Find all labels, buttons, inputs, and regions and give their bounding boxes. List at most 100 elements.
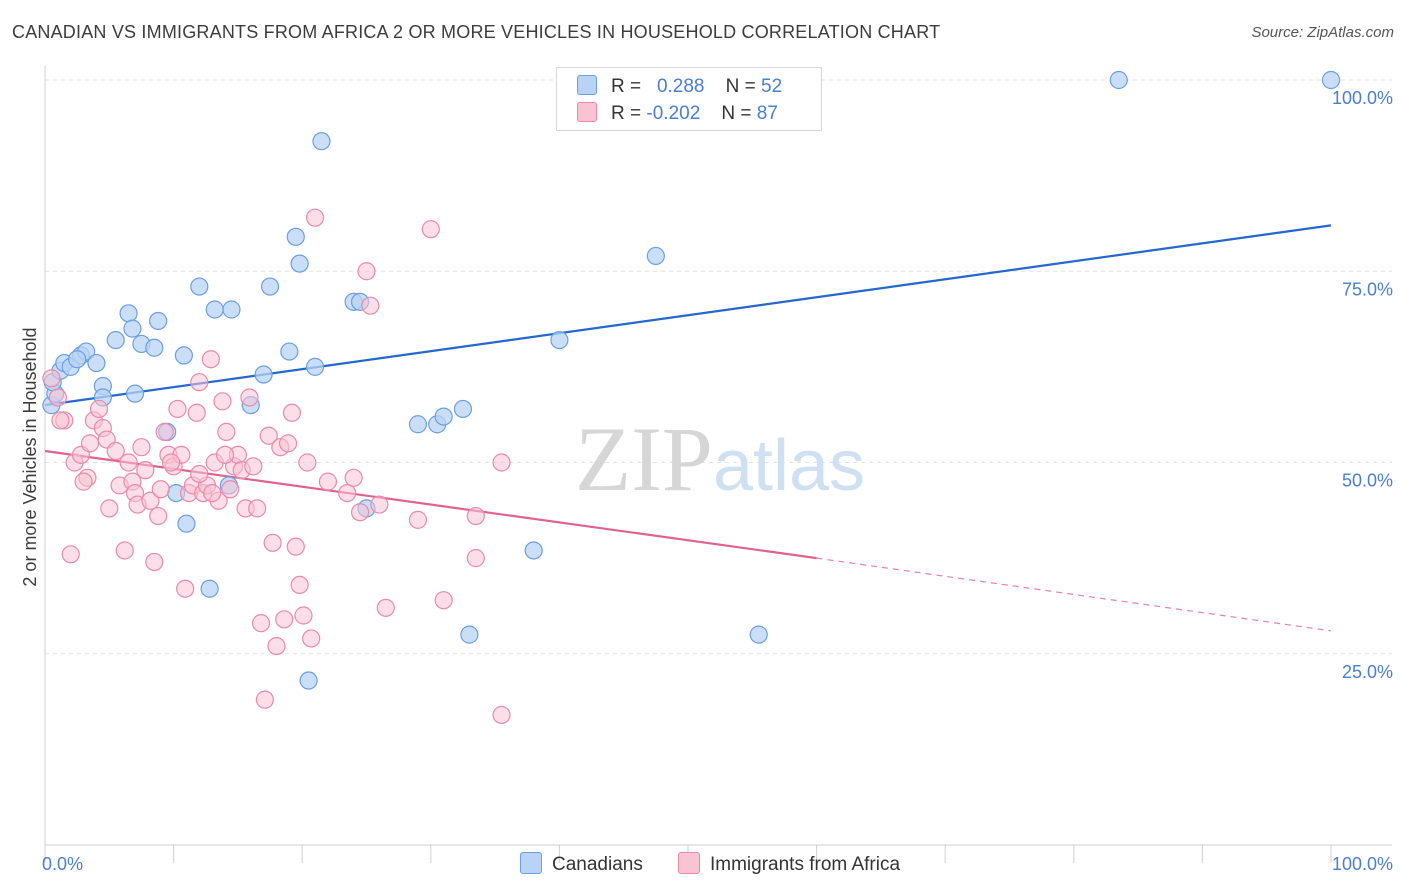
data-point-immigrants	[100, 499, 119, 518]
data-point-immigrants	[275, 610, 294, 629]
data-point-immigrants	[350, 503, 370, 522]
data-point-immigrants	[187, 403, 206, 422]
data-point-immigrants	[492, 705, 511, 725]
data-point-canadians	[453, 399, 473, 419]
legend-n-label: N =	[725, 76, 756, 97]
bottom-legend-label-immigrants: Immigrants from Africa	[710, 854, 901, 875]
y-tick-label: 100.0%	[1332, 88, 1393, 108]
data-point-canadians	[312, 132, 331, 151]
data-point-canadians	[119, 304, 138, 323]
data-point-immigrants	[201, 350, 220, 369]
data-point-immigrants	[51, 411, 70, 430]
data-point-immigrants	[155, 422, 174, 441]
trend-line-immigrants-extrapolated	[816, 557, 1332, 632]
data-point-immigrants	[248, 499, 267, 518]
watermark-atlas: atlas	[713, 426, 865, 506]
data-point-immigrants	[141, 491, 160, 510]
data-point-immigrants	[318, 472, 338, 491]
legend-row-canadians: R = 0.288 N = 52	[577, 75, 782, 99]
legend-swatch-canadians	[577, 75, 597, 95]
data-point-immigrants	[282, 403, 302, 422]
data-point-canadians	[290, 254, 309, 273]
data-point-immigrants	[466, 549, 485, 568]
data-point-canadians	[177, 514, 196, 533]
data-point-canadians	[1321, 70, 1341, 90]
data-point-immigrants	[338, 484, 357, 503]
data-point-canadians	[190, 277, 209, 296]
series-canadians	[42, 70, 1341, 690]
data-point-immigrants	[221, 480, 240, 499]
data-point-immigrants	[215, 445, 235, 464]
data-point-canadians	[524, 541, 543, 560]
data-point-canadians	[149, 311, 168, 331]
data-point-immigrants	[434, 591, 453, 610]
data-point-canadians	[299, 671, 318, 690]
data-point-immigrants	[161, 453, 181, 472]
data-point-immigrants	[251, 614, 271, 633]
data-point-immigrants	[61, 545, 80, 564]
data-point-canadians	[1109, 70, 1128, 90]
data-point-immigrants	[151, 480, 170, 499]
data-point-immigrants	[298, 453, 317, 472]
data-point-immigrants	[149, 506, 168, 526]
bottom-legend: Canadians Immigrants from Africa	[0, 852, 1406, 878]
data-point-immigrants	[240, 388, 259, 407]
data-point-immigrants	[136, 461, 155, 480]
data-point-canadians	[646, 246, 665, 266]
data-point-immigrants	[132, 438, 151, 457]
data-point-immigrants	[217, 422, 236, 441]
legend-r-value: 0.288	[656, 76, 705, 97]
bottom-legend-swatch-immigrants	[678, 852, 700, 874]
data-point-immigrants	[421, 220, 440, 239]
data-point-canadians	[434, 407, 453, 426]
legend-n-value: 52	[761, 76, 783, 97]
y-tick-label: 25.0%	[1342, 662, 1393, 682]
data-point-immigrants	[106, 441, 125, 461]
tick-labels: 25.0% 50.0% 75.0% 100.0% 0.0% 100.0%	[42, 88, 1393, 874]
data-point-immigrants	[213, 392, 232, 411]
data-point-immigrants	[408, 510, 428, 529]
data-point-immigrants	[263, 533, 282, 552]
data-point-immigrants	[259, 426, 278, 445]
data-point-immigrants	[370, 495, 389, 514]
data-point-immigrants	[244, 457, 263, 476]
data-point-canadians	[254, 365, 273, 384]
data-point-canadians	[174, 346, 193, 365]
data-point-immigrants	[305, 208, 325, 227]
data-point-immigrants	[42, 369, 61, 388]
data-point-canadians	[260, 277, 280, 296]
legend-r-label: R =	[611, 76, 642, 97]
data-point-immigrants	[290, 575, 309, 595]
data-point-immigrants	[190, 464, 209, 484]
data-point-canadians	[550, 331, 569, 350]
series-immigrants-from-africa	[42, 208, 511, 725]
bottom-legend-canadians: Canadians	[520, 852, 643, 876]
legend: R = 0.288 N = 52 R = -0.202 N = 87	[556, 67, 822, 131]
data-point-immigrants	[466, 506, 485, 526]
y-axis-label: 2 or more Vehicles in Household	[20, 327, 40, 586]
axes	[44, 66, 1392, 863]
grid-lines	[45, 79, 1392, 655]
legend-swatch-immigrants	[577, 102, 597, 122]
data-point-canadians	[145, 338, 164, 357]
data-point-immigrants	[267, 636, 286, 656]
y-tick-label: 50.0%	[1342, 471, 1393, 491]
data-point-immigrants	[492, 453, 511, 472]
data-point-canadians	[106, 331, 125, 350]
watermark: ZIPatlas	[575, 408, 865, 510]
data-point-canadians	[280, 342, 299, 361]
data-point-canadians	[123, 319, 142, 338]
data-point-immigrants	[357, 262, 376, 281]
data-point-canadians	[286, 227, 305, 246]
legend-r-label: R =	[611, 103, 642, 124]
data-point-immigrants	[278, 434, 298, 453]
data-point-immigrants	[115, 541, 134, 560]
data-point-immigrants	[344, 468, 363, 487]
data-point-immigrants	[119, 453, 138, 472]
data-point-canadians	[222, 300, 241, 319]
data-point-immigrants	[89, 399, 109, 419]
data-point-canadians	[460, 625, 479, 644]
bottom-legend-swatch-canadians	[520, 852, 542, 874]
data-point-immigrants	[168, 399, 187, 419]
